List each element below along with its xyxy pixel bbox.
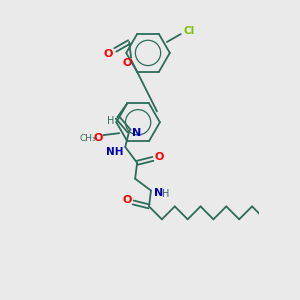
- Text: H: H: [162, 188, 169, 199]
- Text: N: N: [154, 188, 164, 197]
- Text: Cl: Cl: [183, 26, 194, 36]
- Text: N: N: [131, 128, 141, 138]
- Text: O: O: [122, 58, 132, 68]
- Text: O: O: [94, 133, 103, 143]
- Text: CH₃: CH₃: [79, 134, 96, 142]
- Text: O: O: [103, 49, 113, 59]
- Text: O: O: [154, 152, 164, 162]
- Text: NH: NH: [106, 147, 123, 157]
- Text: O: O: [122, 196, 132, 206]
- Text: H: H: [107, 116, 114, 126]
